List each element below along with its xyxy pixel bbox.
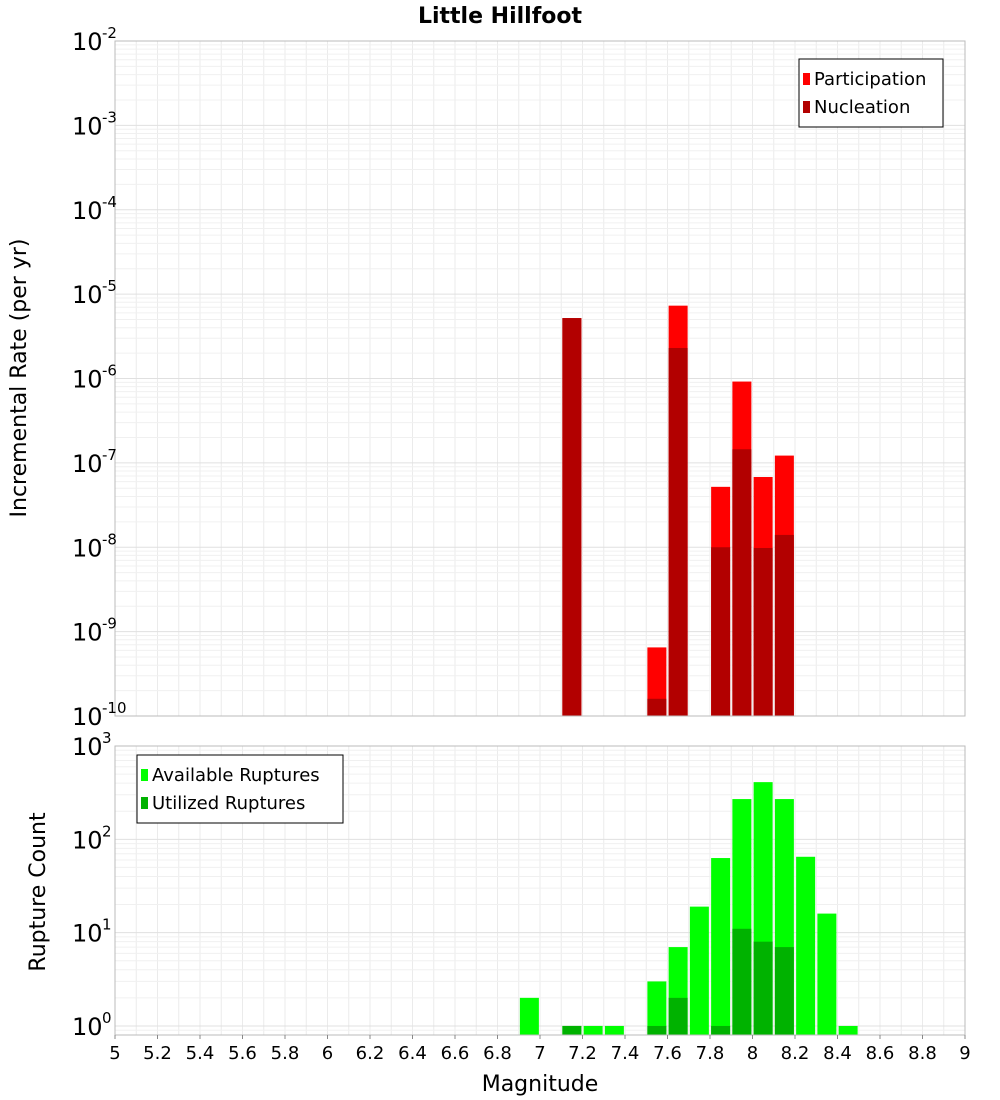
bar-overlay-nucleation [668,347,688,716]
x-tick-label: 5.4 [186,1043,215,1064]
bar-overlay-nucleation [753,547,773,716]
y-tick-exponent: -2 [102,24,117,42]
top-legend: Participation Nucleation [798,58,944,128]
bottom-bars [519,782,858,1035]
legend-swatch [803,101,810,113]
legend-box [798,58,944,128]
bar-available-ruptures [817,913,837,1035]
y-tick-exponent: -8 [102,530,117,548]
legend-label: Participation [814,69,926,90]
x-tick-label: 6.6 [441,1043,470,1064]
bottom-y-axis-label: Rupture Count [26,812,51,972]
x-ticks: 5 5.2 5.4 5.6 5.8 6 6.2 6.4 6.6 6.8 7 7.2 7.4 7.6 7.8 8… [109,1035,971,1064]
y-tick-label: 10 [72,619,103,647]
legend-label: Utilized Ruptures [152,793,305,814]
y-tick-exponent: 0 [102,1009,112,1027]
y-tick-label: 10 [72,1013,103,1041]
y-tick-label: 10 [72,197,103,225]
bar-overlay-utilized-ruptures [732,928,752,1035]
y-tick-exponent: -9 [102,615,117,633]
y-tick-exponent: -6 [102,362,117,380]
bar-overlay-utilized-ruptures [753,941,773,1035]
chart-title: Little Hillfoot [418,4,583,29]
bar-available-ruptures [796,856,816,1035]
bar-overlay-utilized-ruptures [562,1025,582,1035]
legend-label: Nucleation [814,97,910,118]
top-plot-frame [114,40,966,717]
y-tick-label: 10 [72,28,103,56]
bar-overlay-nucleation [732,449,752,716]
x-tick-label: 9 [959,1043,970,1064]
bar-available-ruptures [519,997,539,1035]
legend-label: Available Ruptures [152,765,320,786]
legend-box [136,754,344,824]
legend-swatch [803,73,810,85]
y-tick-exponent: 3 [102,729,112,747]
x-tick-label: 7.8 [696,1043,725,1064]
top-grid [115,40,965,717]
y-tick-exponent: -7 [102,446,117,464]
x-tick-label: 6.8 [483,1043,512,1064]
y-tick-label: 10 [72,826,103,854]
x-tick-label: 5 [109,1043,120,1064]
bar-available-ruptures [583,1025,603,1035]
top-bars [562,305,794,716]
y-tick-label: 10 [72,534,103,562]
bar-overlay-utilized-ruptures [774,947,794,1035]
x-tick-label: 8.2 [781,1043,810,1064]
y-tick-label: 10 [72,920,103,948]
x-tick-label: 7.4 [611,1043,640,1064]
bar-available-ruptures [838,1025,858,1035]
x-tick-label: 6 [322,1043,333,1064]
bar-overlay-utilized-ruptures [668,997,688,1035]
y-tick-label: 10 [72,281,103,309]
y-tick-label: 10 [72,112,103,140]
x-tick-label: 6.4 [398,1043,427,1064]
legend-swatch [141,769,148,781]
x-tick-label: 7.2 [568,1043,597,1064]
x-tick-label: 5.2 [143,1043,172,1064]
x-tick-label: 7 [534,1043,545,1064]
y-tick-exponent: 1 [102,916,112,934]
y-tick-label: 10 [72,733,103,761]
x-tick-label: 7.6 [653,1043,682,1064]
bar-available-ruptures [689,906,709,1035]
x-axis-label: Magnitude [482,1072,599,1097]
y-tick-label: 10 [72,366,103,394]
y-tick-exponent: -5 [102,277,117,295]
bar-overlay-nucleation [711,547,731,716]
bar-overlay-nucleation [774,534,794,716]
y-tick-exponent: -4 [102,193,117,211]
bar-overlay-utilized-ruptures [647,1025,667,1035]
y-tick-exponent: -3 [102,108,117,126]
bar-available-ruptures [647,981,667,1035]
x-tick-label: 8.6 [866,1043,895,1064]
x-tick-label: 6.2 [356,1043,385,1064]
x-tick-label: 8.8 [908,1043,937,1064]
y-tick-label: 10 [72,703,103,731]
bottom-legend: Available Ruptures Utilized Ruptures [136,754,344,824]
bar-overlay-nucleation [562,318,582,716]
bar-available-ruptures [711,858,731,1035]
x-tick-label: 8 [747,1043,758,1064]
x-tick-label: 5.6 [228,1043,257,1064]
y-tick-exponent: -10 [102,699,127,717]
x-tick-label: 5.8 [271,1043,300,1064]
bar-overlay-utilized-ruptures [711,1025,731,1035]
y-tick-exponent: 2 [102,822,112,840]
bar-overlay-nucleation [647,698,667,716]
top-y-axis-label: Incremental Rate (per yr) [7,239,32,518]
y-tick-label: 10 [72,450,103,478]
legend-swatch [141,797,148,809]
bar-available-ruptures [604,1025,624,1035]
x-tick-label: 8.4 [823,1043,852,1064]
